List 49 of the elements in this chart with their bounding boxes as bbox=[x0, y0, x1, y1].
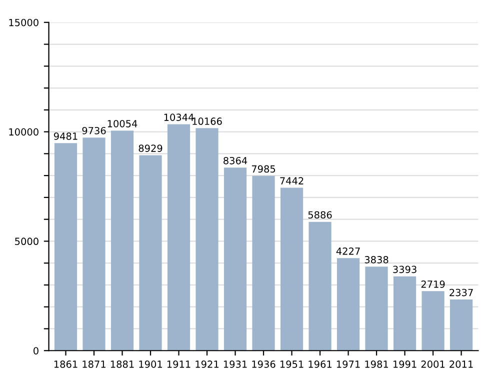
y-tick-label: 0 bbox=[34, 347, 38, 354]
data-label: 4227 bbox=[336, 247, 360, 255]
data-label: 7442 bbox=[280, 177, 304, 184]
bar bbox=[252, 176, 275, 351]
x-tick-label: 1871 bbox=[82, 360, 106, 368]
bar bbox=[365, 266, 388, 351]
bar bbox=[224, 168, 247, 351]
x-tick-label: 1881 bbox=[110, 360, 134, 368]
data-label: 10054 bbox=[108, 120, 138, 128]
x-tick-label: 1961 bbox=[308, 360, 332, 368]
data-label: 3393 bbox=[393, 266, 416, 274]
data-label: 2337 bbox=[450, 288, 473, 296]
bar bbox=[139, 155, 162, 351]
data-label: 8929 bbox=[138, 144, 162, 152]
bar bbox=[196, 128, 218, 351]
x-tick-label: 1931 bbox=[224, 360, 247, 368]
x-tick-label: 1951 bbox=[280, 360, 304, 368]
data-label: 10166 bbox=[192, 118, 222, 125]
data-label: 7985 bbox=[252, 165, 276, 173]
y-tick-label: 5000 bbox=[15, 238, 38, 246]
x-tick-label: 1911 bbox=[167, 360, 190, 368]
bar bbox=[336, 258, 360, 351]
y-tick-label: 10000 bbox=[9, 128, 38, 136]
data-label: 9481 bbox=[54, 132, 78, 140]
x-tick-label: 1861 bbox=[54, 360, 78, 368]
data-label: 8364 bbox=[224, 156, 248, 164]
bar bbox=[110, 130, 134, 351]
x-tick-label: 1981 bbox=[365, 360, 388, 368]
x-tick-label: 2001 bbox=[421, 360, 445, 368]
data-label: 2719 bbox=[421, 280, 445, 288]
x-tick-label: 1901 bbox=[139, 360, 162, 368]
bar bbox=[422, 291, 444, 351]
x-tick-label: 1936 bbox=[252, 360, 276, 368]
x-tick-label: 1991 bbox=[393, 360, 416, 368]
bar bbox=[450, 299, 473, 351]
x-tick-label: 1971 bbox=[336, 360, 360, 368]
bar bbox=[82, 138, 106, 351]
bar bbox=[167, 124, 190, 351]
data-label: 10344 bbox=[164, 114, 194, 121]
data-label: 3838 bbox=[364, 256, 388, 264]
bar bbox=[393, 276, 416, 351]
bar bbox=[54, 143, 78, 351]
bar bbox=[308, 222, 332, 351]
x-tick-label: 1921 bbox=[196, 360, 218, 368]
data-label: 5886 bbox=[308, 211, 332, 219]
x-tick-label: 2011 bbox=[450, 360, 473, 368]
bar bbox=[280, 188, 304, 351]
data-label: 9736 bbox=[82, 126, 106, 134]
y-tick-label: 15000 bbox=[9, 18, 38, 26]
